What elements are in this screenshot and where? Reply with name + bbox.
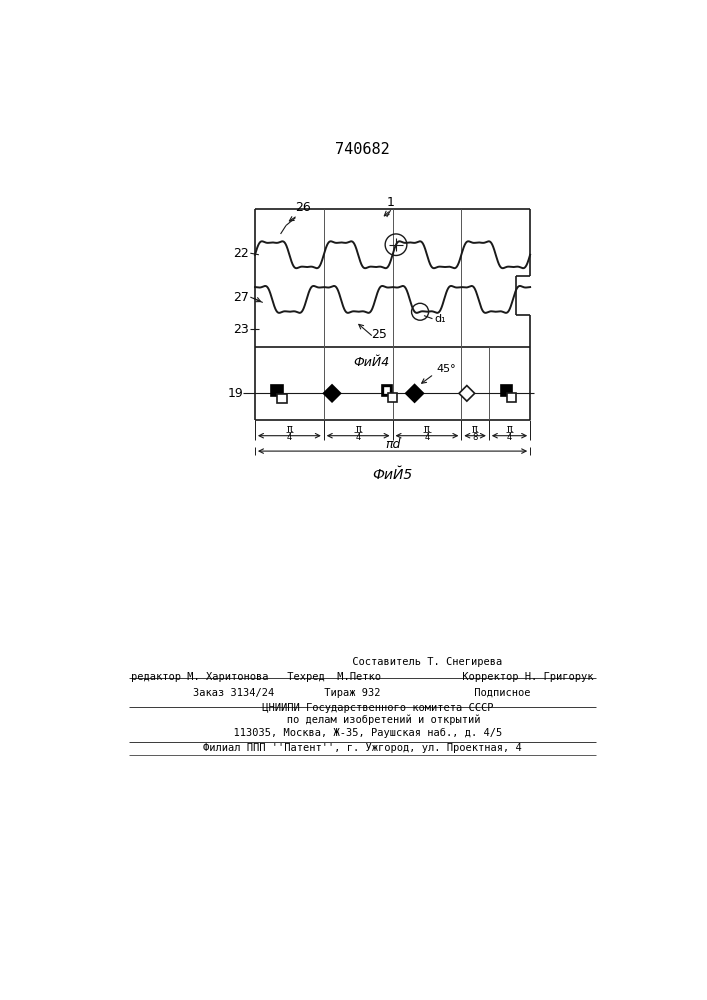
Text: 26: 26 xyxy=(296,201,311,214)
Polygon shape xyxy=(382,385,392,396)
Text: 4: 4 xyxy=(287,433,292,442)
Text: π: π xyxy=(472,424,478,434)
Text: ФиЙ4: ФиЙ4 xyxy=(353,356,390,369)
Polygon shape xyxy=(385,388,390,393)
Polygon shape xyxy=(459,386,474,401)
Text: π: π xyxy=(506,424,513,434)
Text: 45°: 45° xyxy=(436,364,456,374)
Text: ФиЙ5: ФиЙ5 xyxy=(373,468,413,482)
Polygon shape xyxy=(324,385,341,402)
Text: π: π xyxy=(355,424,361,434)
Text: 25: 25 xyxy=(371,328,387,341)
Text: π: π xyxy=(424,424,430,434)
Text: 27: 27 xyxy=(233,291,249,304)
Text: π: π xyxy=(286,424,292,434)
Text: 23: 23 xyxy=(233,323,249,336)
Text: Филиал ППП ''Патент'', г. Ужгород, ул. Проектная, 4: Филиал ППП ''Патент'', г. Ужгород, ул. П… xyxy=(203,743,521,753)
Text: Составитель Т. Снегирева: Составитель Т. Снегирева xyxy=(221,657,503,667)
Polygon shape xyxy=(271,385,283,396)
Text: πd: πd xyxy=(385,438,400,451)
Text: 1: 1 xyxy=(387,196,395,209)
Polygon shape xyxy=(387,393,397,402)
Text: 4: 4 xyxy=(356,433,361,442)
Text: 113035, Москва, Ж-35, Раушская наб., д. 4/5: 113035, Москва, Ж-35, Раушская наб., д. … xyxy=(221,727,503,738)
Text: 8: 8 xyxy=(472,433,478,442)
Polygon shape xyxy=(406,385,423,402)
Text: ЦНИИПИ Государственного комитета СССР: ЦНИИПИ Государственного комитета СССР xyxy=(230,703,493,713)
Text: d₁: d₁ xyxy=(434,314,445,324)
Polygon shape xyxy=(277,394,287,403)
Text: 4: 4 xyxy=(507,433,512,442)
Text: 22: 22 xyxy=(233,247,249,260)
Polygon shape xyxy=(506,393,515,402)
Text: по делам изобретений и открытий: по делам изобретений и открытий xyxy=(243,715,481,725)
Polygon shape xyxy=(501,385,512,396)
Text: редактор М. Харитонова   Техред  М.Петко             Корректор Н. Григорук: редактор М. Харитонова Техред М.Петко Ко… xyxy=(131,672,593,682)
Text: Заказ 3134/24        Тираж 932               Подписное: Заказ 3134/24 Тираж 932 Подписное xyxy=(193,688,531,698)
Text: 4: 4 xyxy=(424,433,430,442)
Text: 740682: 740682 xyxy=(334,142,390,157)
Text: 19: 19 xyxy=(228,387,243,400)
